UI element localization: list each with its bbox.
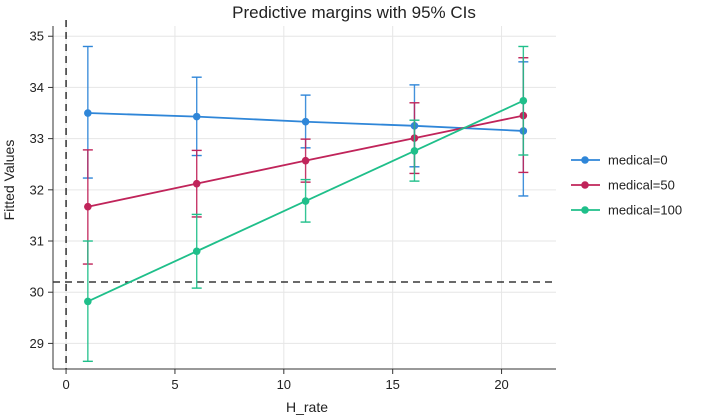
legend: medical=0 medical=50 medical=100 [571, 153, 682, 218]
legend-label: medical=100 [608, 203, 682, 218]
data-point [301, 156, 310, 165]
data-point [84, 297, 92, 306]
data-point [410, 147, 419, 155]
legend-marker [581, 181, 589, 189]
data-point [192, 179, 201, 188]
x-tick-label: 5 [171, 377, 178, 392]
y-tick-label: 32 [30, 182, 44, 197]
legend-marker [581, 156, 589, 164]
x-tick-label: 0 [62, 377, 69, 392]
data-point [192, 247, 201, 256]
reference-lines [53, 20, 556, 369]
axes: H_rate Fitted Values 0 5 10 15 20 29 30 31 32 33 3… [1, 26, 556, 415]
data-point [301, 117, 310, 126]
data-point [192, 112, 201, 121]
y-tick-label: 30 [30, 285, 44, 300]
y-tick-label: 31 [30, 234, 44, 249]
data-point [519, 96, 528, 105]
x-axis-title: H_rate [286, 399, 328, 415]
x-tick-label: 10 [277, 377, 291, 392]
legend-item: medical=100 [571, 203, 682, 218]
chart-title: Predictive margins with 95% CIs [232, 3, 476, 22]
x-tick-label: 15 [385, 377, 399, 392]
series-medical=100 [82, 45, 529, 363]
data-point [84, 202, 92, 211]
grid [53, 26, 556, 369]
y-tick-label: 35 [30, 29, 44, 44]
series-medical=50 [82, 57, 529, 265]
legend-label: medical=0 [608, 153, 668, 168]
legend-label: medical=50 [608, 178, 675, 193]
legend-item: medical=0 [571, 153, 668, 168]
data-point [84, 109, 92, 117]
x-tick-label: 20 [494, 377, 508, 392]
y-tick-label: 34 [30, 80, 44, 95]
data-point [301, 197, 310, 205]
legend-marker [581, 206, 589, 214]
y-tick-label: 33 [30, 131, 44, 146]
series [82, 45, 529, 363]
y-tick-label: 29 [30, 336, 44, 351]
y-axis-title: Fitted Values [1, 140, 17, 221]
legend-item: medical=50 [571, 178, 675, 193]
